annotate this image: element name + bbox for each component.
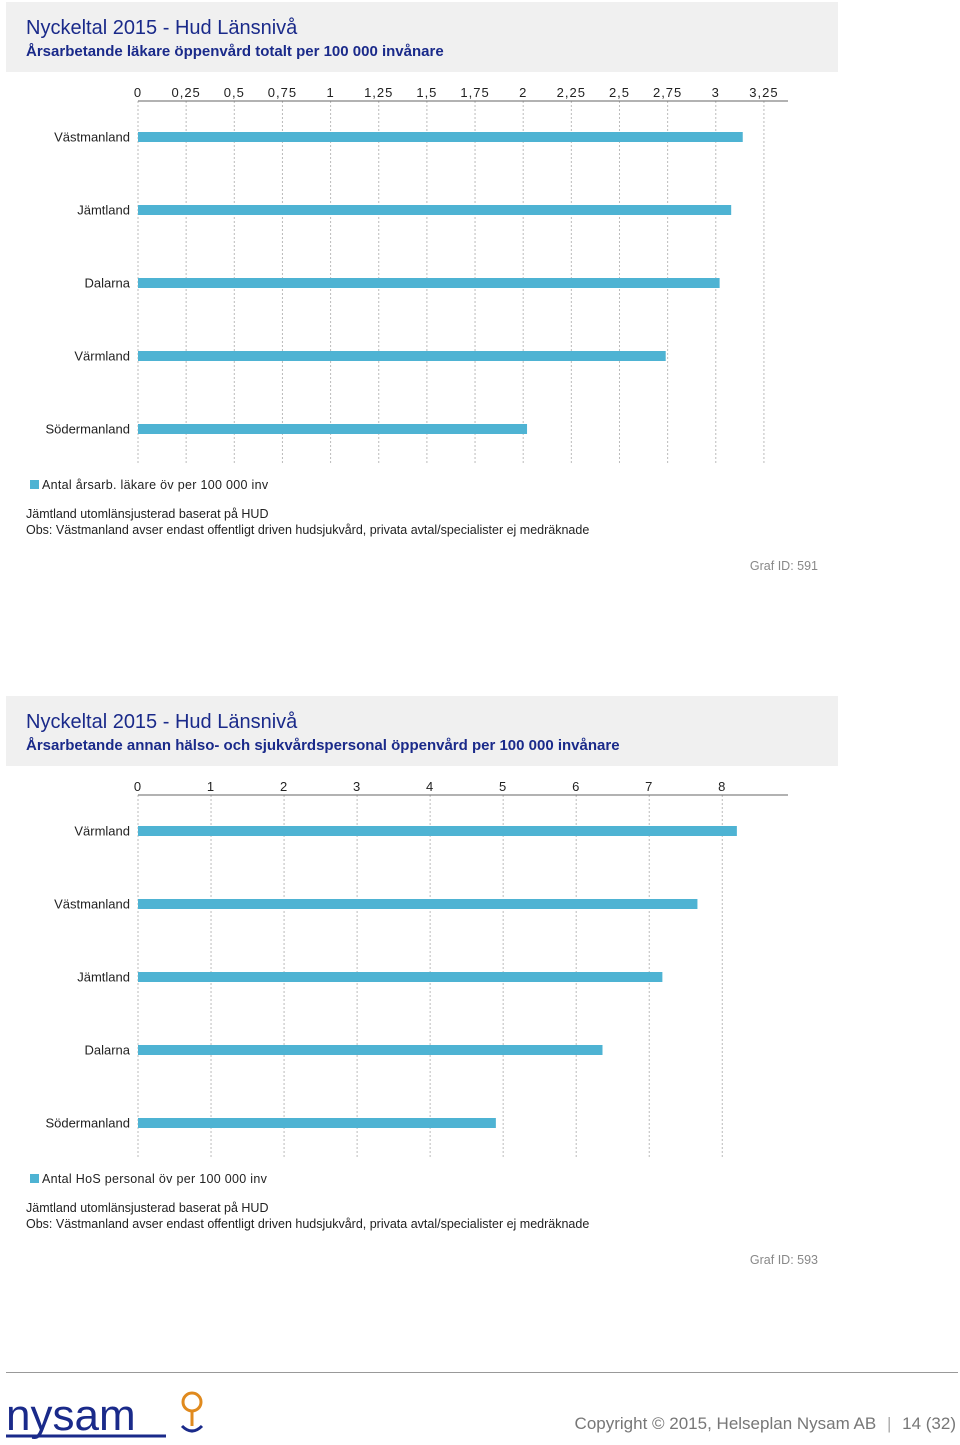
graf-id: Graf ID: 591 (749, 559, 818, 573)
x-tick-label: 2,5 (609, 85, 630, 100)
x-tick-label: 2 (280, 779, 288, 794)
x-tick-label: 1,75 (460, 85, 489, 100)
footer-divider (6, 1372, 958, 1373)
x-tick-label: 1 (207, 779, 215, 794)
y-tick-label: Värmland (74, 824, 130, 839)
y-tick-label: Södermanland (45, 422, 130, 437)
y-tick-label: Dalarna (84, 276, 130, 291)
page-number: 14 (32) (902, 1414, 956, 1433)
nysam-logo: nysam (6, 1390, 216, 1445)
bar (138, 424, 528, 434)
y-tick-label: Värmland (74, 349, 130, 364)
x-tick-label: 1,5 (416, 85, 437, 100)
legend-label: Antal HoS personal öv per 100 000 inv (42, 1172, 268, 1186)
nysam-logo-graphic: nysam (6, 1391, 204, 1440)
bar (138, 205, 732, 215)
x-tick-label: 0 (134, 779, 142, 794)
x-tick-label: 6 (572, 779, 580, 794)
y-tick-label: Dalarna (84, 1043, 130, 1058)
y-tick-label: Västmanland (54, 130, 130, 145)
x-tick-label: 5 (499, 779, 507, 794)
legend-label: Antal årsarb. läkare öv per 100 000 inv (42, 478, 269, 492)
x-tick-label: 3,25 (749, 85, 778, 100)
bar-chart: 0 1 2 3 4 5 6 7 8 Värmland Västmanland Jämtland Dala… (45, 779, 788, 1159)
x-tick-label: 1 (326, 85, 334, 100)
chart-legend: Antal HoS personal öv per 100 000 inv (30, 1172, 267, 1186)
chart-header: Nyckeltal 2015 - Hud Länsnivå Årsarbetan… (6, 696, 838, 766)
bar-chart: 0 0,25 0,5 0,75 1 1,25 1,5 1,75 2 2,25 2,5 2,75 3 3,2… (45, 85, 788, 465)
bar (138, 278, 720, 288)
chart-note-1: Jämtland utomlänsjusterad baserat på HUD (26, 507, 269, 521)
x-tick-label: 3 (712, 85, 720, 100)
bar (138, 132, 743, 142)
y-tick-label: Jämtland (77, 970, 130, 985)
chart-note-2: Obs: Västmanland avser endast offentligt… (26, 1217, 590, 1231)
bar (138, 899, 698, 909)
logo-text: nysam (6, 1391, 136, 1440)
chart-header: Nyckeltal 2015 - Hud Länsnivå Årsarbetan… (6, 2, 838, 72)
footer-copyright: Copyright © 2015, Helseplan Nysam AB | 1… (574, 1414, 956, 1433)
bar (138, 1118, 496, 1128)
bar (138, 972, 663, 982)
chart-subtitle: Årsarbetande läkare öppenvård totalt per… (26, 43, 444, 60)
copyright-text: Copyright © 2015, Helseplan Nysam AB (574, 1414, 877, 1433)
chart-subtitle: Årsarbetande annan hälso- och sjukvårdsp… (26, 737, 620, 754)
x-tick-label: 7 (645, 779, 653, 794)
y-tick-label: Jämtland (77, 203, 130, 218)
chart-legend: Antal årsarb. läkare öv per 100 000 inv (30, 478, 268, 492)
x-tick-label: 2,75 (653, 85, 682, 100)
y-tick-label: Västmanland (54, 897, 130, 912)
x-tick-label: 0,5 (224, 85, 245, 100)
x-tick-label: 0,75 (268, 85, 297, 100)
x-tick-label: 3 (353, 779, 361, 794)
y-tick-label: Södermanland (45, 1116, 130, 1131)
legend-swatch (30, 480, 39, 489)
graf-id: Graf ID: 593 (749, 1253, 818, 1267)
x-tick-label: 8 (718, 779, 726, 794)
legend-swatch (30, 1174, 39, 1183)
bar (138, 1045, 603, 1055)
x-tick-label: 1,25 (364, 85, 393, 100)
chart-title: Nyckeltal 2015 - Hud Länsnivå (26, 711, 298, 733)
bar (138, 351, 666, 361)
x-tick-label: 2,25 (557, 85, 586, 100)
chart-panel-1: Nyckeltal 2015 - Hud Länsnivå Årsarbetan… (0, 0, 960, 640)
chart-panel-2: Nyckeltal 2015 - Hud Länsnivå Årsarbetan… (0, 694, 960, 1334)
bar (138, 826, 737, 836)
x-tick-label: 0 (134, 85, 142, 100)
x-tick-label: 0,25 (171, 85, 200, 100)
chart-note-2: Obs: Västmanland avser endast offentligt… (26, 523, 590, 537)
x-tick-label: 4 (426, 779, 434, 794)
chart-note-1: Jämtland utomlänsjusterad baserat på HUD (26, 1201, 269, 1215)
chart-title: Nyckeltal 2015 - Hud Länsnivå (26, 17, 298, 39)
x-tick-label: 2 (519, 85, 527, 100)
